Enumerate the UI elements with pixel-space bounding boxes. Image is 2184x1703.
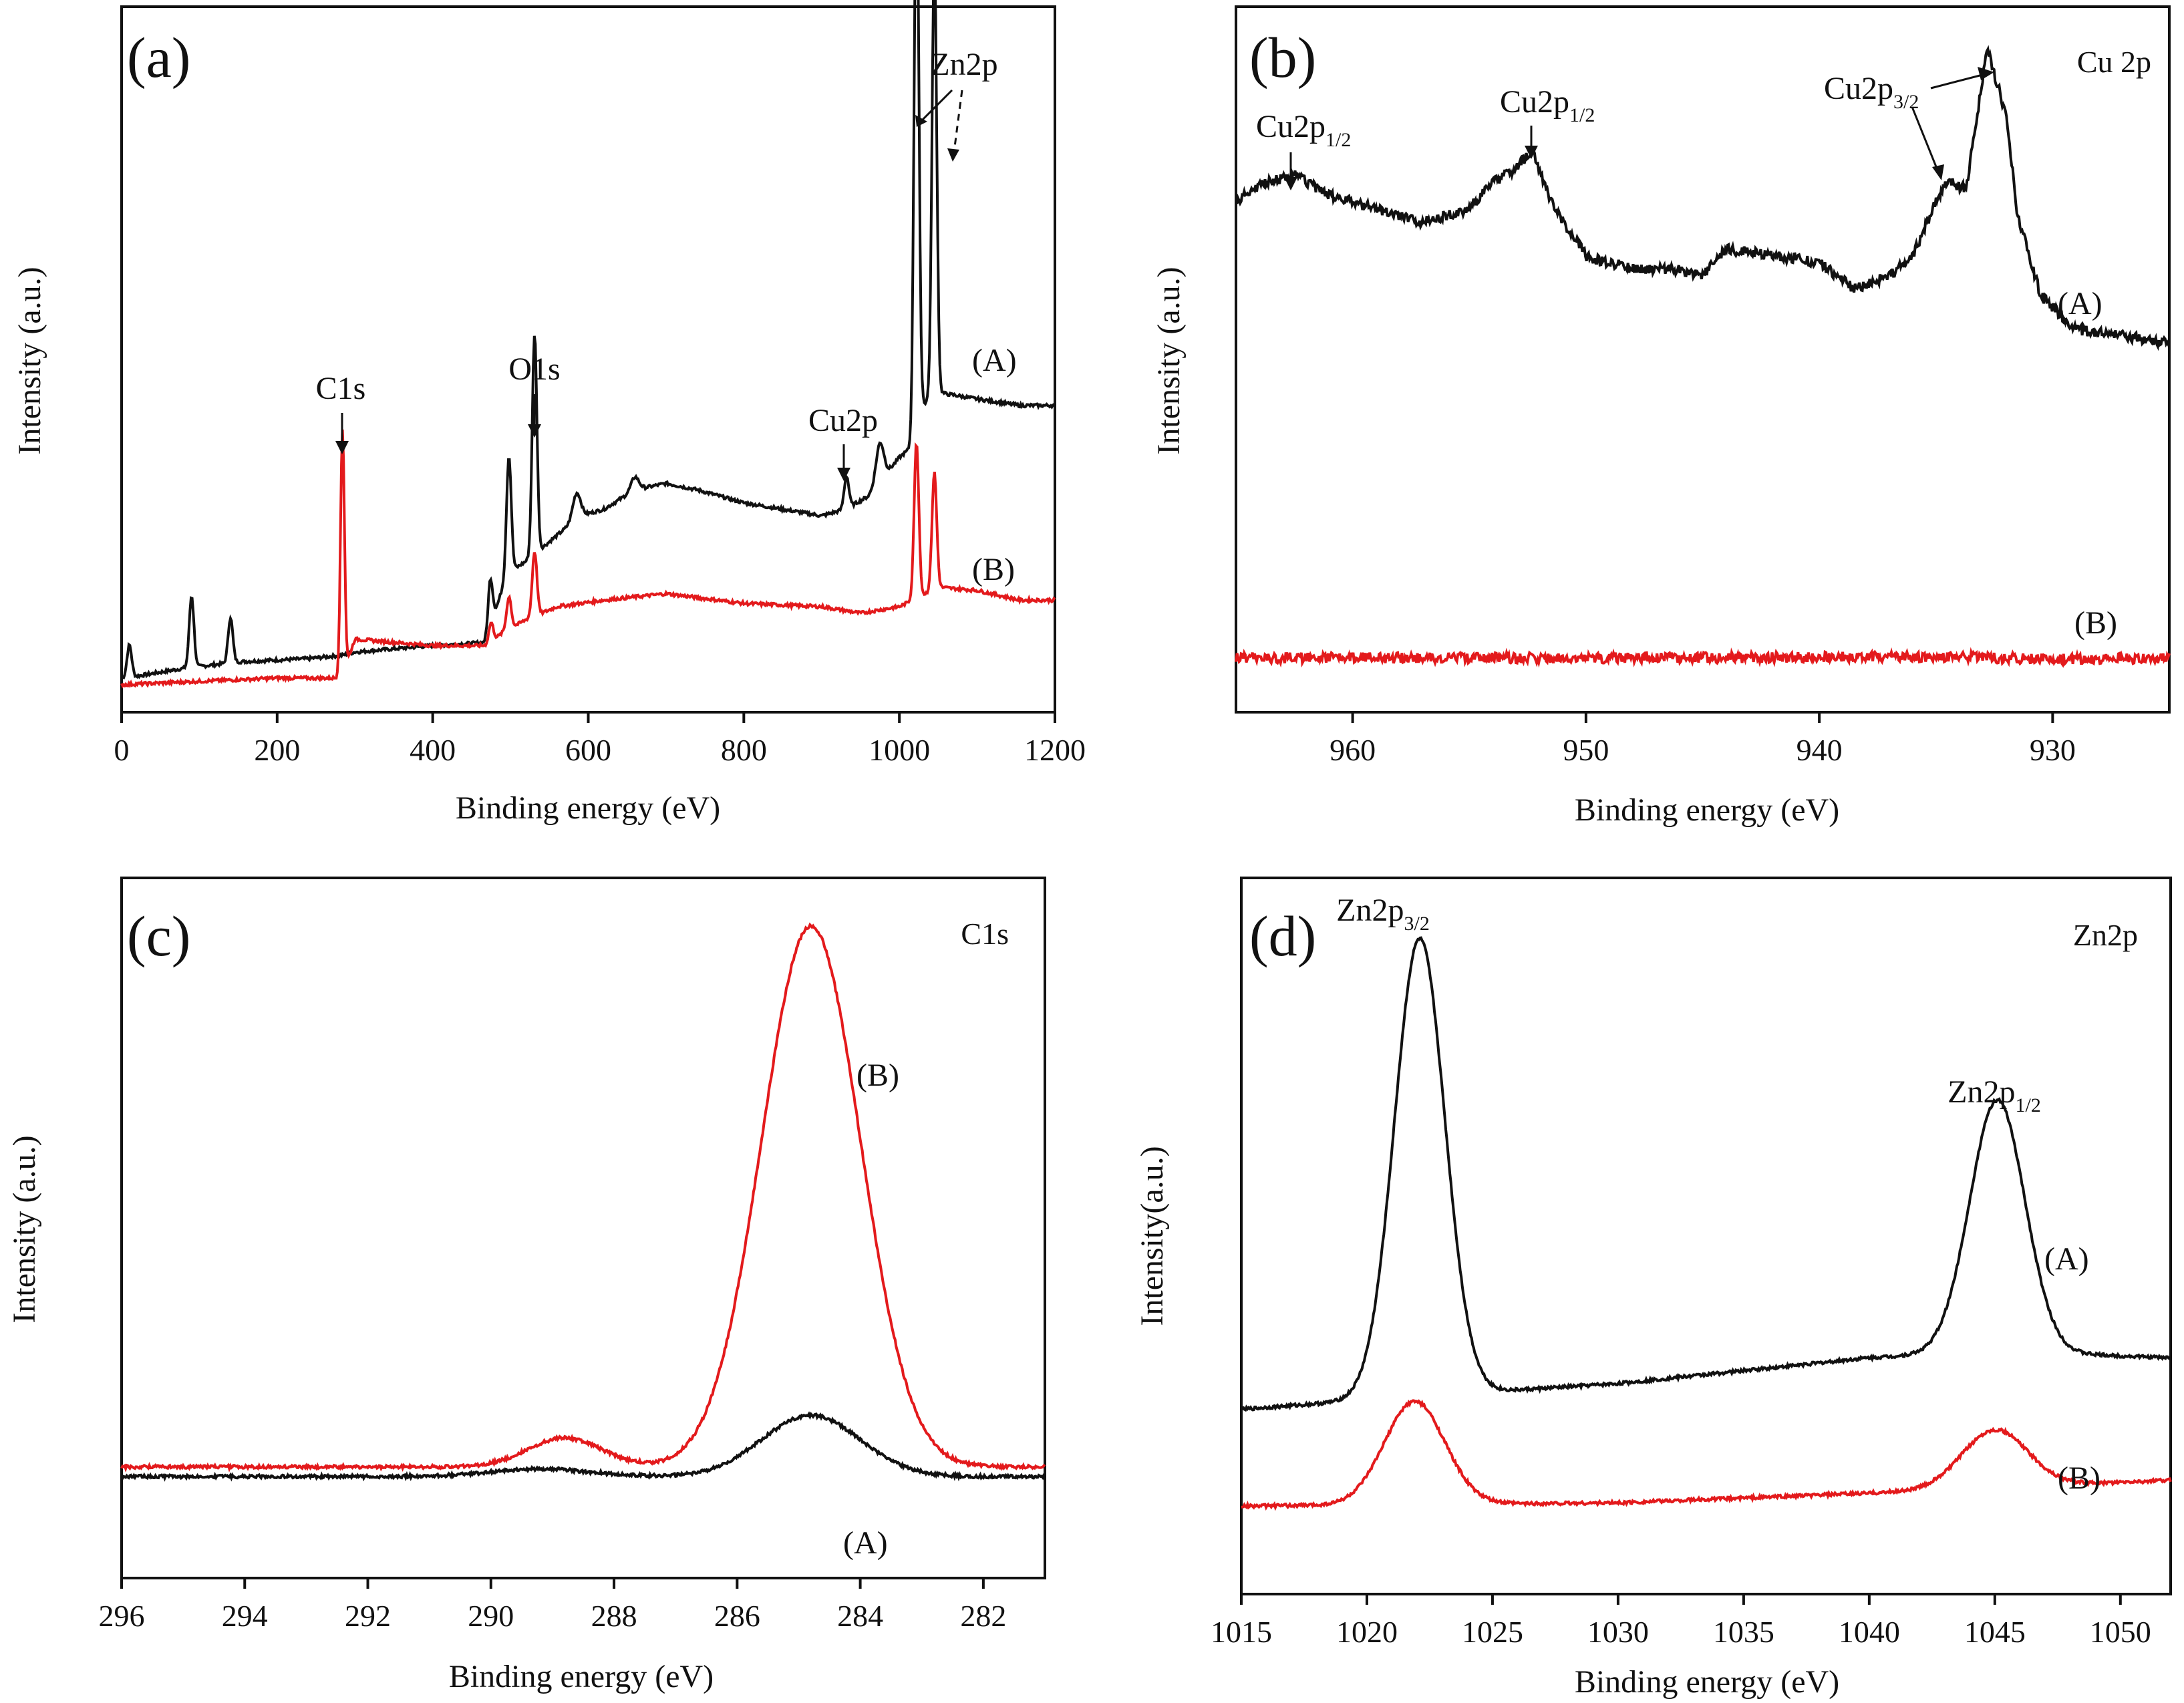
panel-d-x-axis-label: Binding energy (eV) bbox=[1575, 1664, 1839, 1700]
panel-b-annotation-1-main: Cu2p bbox=[1256, 109, 1325, 144]
panel-a-arrowhead-zn2p-2 bbox=[947, 148, 959, 162]
panel-a-letter: (a) bbox=[127, 25, 190, 90]
panel-b-arrow-3a bbox=[1930, 72, 1988, 90]
panel-c-title: C1s bbox=[961, 917, 1009, 951]
panel-b-series-B-line bbox=[1235, 647, 2171, 668]
panel-d-x-tick-label: 1050 bbox=[2090, 1615, 2151, 1649]
panel-d-annotation-2-sub: 1/2 bbox=[2015, 1094, 2040, 1116]
panel-b-series-A-line bbox=[1235, 45, 2171, 351]
panel-d-curve-label-B: (B) bbox=[2058, 1460, 2100, 1496]
panel-a-curve-label-A: (A) bbox=[972, 343, 1017, 378]
panel-c-x-tick-label: 296 bbox=[99, 1599, 145, 1633]
panel-c-series-B-line bbox=[120, 922, 1046, 1473]
panel-a-curve-label-B: (B) bbox=[972, 552, 1015, 587]
panel-b: (b) Cu 2p 960 950 940 930 Binding energy (e… bbox=[1151, 5, 2171, 828]
panel-b-annotation-2-main: Cu2p bbox=[1500, 84, 1569, 120]
panel-b-arrowhead-1 bbox=[1284, 177, 1297, 190]
panel-a-x-tick-label: 200 bbox=[254, 733, 300, 767]
panel-a-x-tick-label: 600 bbox=[565, 733, 611, 767]
panel-a-x-tick-label: 1200 bbox=[1024, 733, 1086, 767]
panel-a-series-B-line bbox=[120, 429, 1056, 689]
panel-d-y-axis-label: Intensity(a.u.) bbox=[1134, 1146, 1170, 1326]
panel-c-letter: (c) bbox=[127, 904, 190, 968]
panel-d-x-tick-label: 1030 bbox=[1587, 1615, 1649, 1649]
panel-b-x-tick-label: 940 bbox=[1797, 733, 1843, 767]
panel-a-x-tick-label: 400 bbox=[410, 733, 456, 767]
panel-d-annotation-1-main: Zn2p bbox=[1336, 893, 1404, 928]
panel-b-annotation-3: Cu2p3/2 bbox=[1824, 71, 1919, 113]
panel-a-arrowhead-c1s bbox=[335, 441, 349, 454]
panel-a-arrowhead-o1s bbox=[528, 424, 541, 438]
panel-a-annotation-cu2p: Cu2p bbox=[808, 403, 878, 438]
panel-d-frame bbox=[1240, 877, 2172, 1595]
panel-b-annotation-3-sub: 3/2 bbox=[1893, 91, 1919, 113]
panel-a: (a) 0 200 400 600 800 1000 1200 Binding energy… bbox=[12, 0, 1086, 826]
panel-b-title: Cu 2p bbox=[2077, 45, 2151, 79]
panel-d-annotation-2: Zn2p1/2 bbox=[1947, 1074, 2041, 1116]
panel-c-x-tick-label: 294 bbox=[222, 1599, 268, 1633]
panel-d-x-tick-label: 1020 bbox=[1336, 1615, 1398, 1649]
panel-d-x-tick-label: 1035 bbox=[1713, 1615, 1774, 1649]
panel-a-arrow-zn2p-1 bbox=[917, 89, 953, 125]
panel-d-x-tick-label: 1025 bbox=[1462, 1615, 1523, 1649]
panel-a-annotation-o1s: O1s bbox=[508, 351, 560, 387]
panel-d-letter: (d) bbox=[1249, 904, 1316, 968]
panel-a-arrow-zn2p-2 bbox=[952, 90, 963, 158]
panel-a-y-axis-label: Intensity (a.u.) bbox=[12, 267, 47, 454]
panel-b-x-tick-label: 930 bbox=[2030, 733, 2076, 767]
panel-a-arrowhead-cu2p bbox=[837, 468, 850, 481]
panel-c-x-tick-label: 292 bbox=[345, 1599, 391, 1633]
panel-a-series-A-line bbox=[121, 0, 1056, 679]
panel-a-annotation-zn2p: Zn2p bbox=[930, 47, 997, 82]
panel-d-annotation-2-main: Zn2p bbox=[1947, 1074, 2015, 1110]
panel-b-curve-label-B: (B) bbox=[2074, 605, 2117, 641]
panel-d-series-B-line bbox=[1241, 1399, 2172, 1511]
panel-b-y-axis-label: Intensity (a.u.) bbox=[1151, 267, 1187, 454]
panel-b-arrowhead-3b bbox=[1932, 164, 1944, 180]
panel-d-x-tick-label: 1040 bbox=[1839, 1615, 1900, 1649]
panel-c-curve-label-A: (A) bbox=[843, 1525, 888, 1561]
panel-c-x-axis-label: Binding energy (eV) bbox=[449, 1659, 714, 1694]
panel-b-arrowhead-2 bbox=[1525, 146, 1538, 159]
panel-d-series-A-line bbox=[1240, 936, 2171, 1412]
panel-d-annotation-1-sub: 3/2 bbox=[1404, 913, 1429, 935]
panel-d-x-tick-label: 1045 bbox=[1964, 1615, 2026, 1649]
panel-b-x-tick-label: 960 bbox=[1330, 733, 1376, 767]
panel-c-x-tick-label: 288 bbox=[591, 1599, 637, 1633]
panel-d-curve-label-A: (A) bbox=[2044, 1241, 2089, 1277]
panel-b-x-tick-label: 950 bbox=[1563, 733, 1609, 767]
panel-c-x-tick-label: 284 bbox=[837, 1599, 883, 1633]
panel-a-annotation-c1s: C1s bbox=[316, 371, 366, 406]
panel-c-series-A-line bbox=[120, 1411, 1046, 1482]
panel-c-x-tick-label: 290 bbox=[468, 1599, 514, 1633]
panel-c-frame bbox=[120, 877, 1046, 1579]
panel-a-arrowhead-zn2p-1 bbox=[915, 115, 927, 127]
panel-b-letter: (b) bbox=[1249, 25, 1316, 90]
panel-b-annotation-1-sub: 1/2 bbox=[1325, 129, 1351, 151]
panel-b-annotation-3-main: Cu2p bbox=[1824, 71, 1893, 106]
panel-b-arrowhead-3a bbox=[1978, 67, 1994, 80]
panel-d: (d) Zn2p 1015 1020 1025 1030 1035 1040 1045 105… bbox=[1134, 877, 2172, 1700]
panel-d-x-tick-label: 1015 bbox=[1211, 1615, 1272, 1649]
panel-c-y-axis-label: Intensity (a.u.) bbox=[7, 1135, 42, 1323]
panel-b-annotation-2-sub: 1/2 bbox=[1569, 104, 1595, 126]
panel-a-x-axis-label: Binding energy (eV) bbox=[456, 790, 720, 826]
panel-c-x-tick-label: 282 bbox=[960, 1599, 1006, 1633]
panel-d-title: Zn2p bbox=[2073, 918, 2138, 952]
panel-b-arrow-3b bbox=[1911, 106, 1941, 176]
panel-c-x-tick-label: 286 bbox=[714, 1599, 760, 1633]
panel-d-annotation-1: Zn2p3/2 bbox=[1336, 893, 1430, 935]
panel-b-frame bbox=[1235, 5, 2171, 714]
panel-b-annotation-2: Cu2p1/2 bbox=[1500, 84, 1595, 126]
panel-b-curve-label-A: (A) bbox=[2058, 286, 2102, 321]
panel-a-x-tick-label: 1000 bbox=[869, 733, 930, 767]
panel-b-x-axis-label: Binding energy (eV) bbox=[1575, 792, 1839, 828]
panel-c: (c) C1s 296 294 292 290 288 286 284 282 Binding… bbox=[7, 877, 1046, 1694]
panel-c-curve-label-B: (B) bbox=[856, 1058, 899, 1093]
panel-b-annotation-1: Cu2p1/2 bbox=[1256, 109, 1351, 151]
panel-a-x-tick-label: 0 bbox=[114, 733, 130, 767]
panel-a-x-tick-label: 800 bbox=[721, 733, 767, 767]
